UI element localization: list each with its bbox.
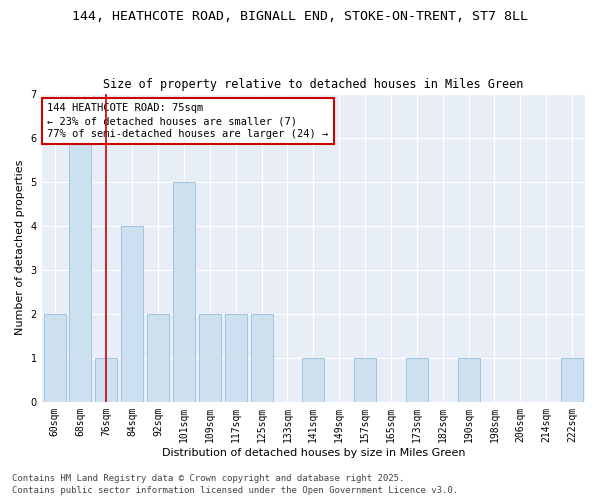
- Bar: [458, 358, 479, 402]
- Bar: [147, 314, 169, 402]
- Bar: [95, 358, 118, 402]
- Title: Size of property relative to detached houses in Miles Green: Size of property relative to detached ho…: [103, 78, 524, 91]
- Text: 144 HEATHCOTE ROAD: 75sqm
← 23% of detached houses are smaller (7)
77% of semi-d: 144 HEATHCOTE ROAD: 75sqm ← 23% of detac…: [47, 103, 328, 139]
- Bar: [251, 314, 272, 402]
- Text: Contains HM Land Registry data © Crown copyright and database right 2025.
Contai: Contains HM Land Registry data © Crown c…: [12, 474, 458, 495]
- Bar: [225, 314, 247, 402]
- Bar: [302, 358, 325, 402]
- Bar: [121, 226, 143, 402]
- Text: 144, HEATHCOTE ROAD, BIGNALL END, STOKE-ON-TRENT, ST7 8LL: 144, HEATHCOTE ROAD, BIGNALL END, STOKE-…: [72, 10, 528, 23]
- Bar: [199, 314, 221, 402]
- Bar: [354, 358, 376, 402]
- Bar: [173, 182, 195, 402]
- Y-axis label: Number of detached properties: Number of detached properties: [15, 160, 25, 336]
- X-axis label: Distribution of detached houses by size in Miles Green: Distribution of detached houses by size …: [161, 448, 465, 458]
- Bar: [561, 358, 583, 402]
- Bar: [406, 358, 428, 402]
- Bar: [44, 314, 65, 402]
- Bar: [70, 138, 91, 402]
